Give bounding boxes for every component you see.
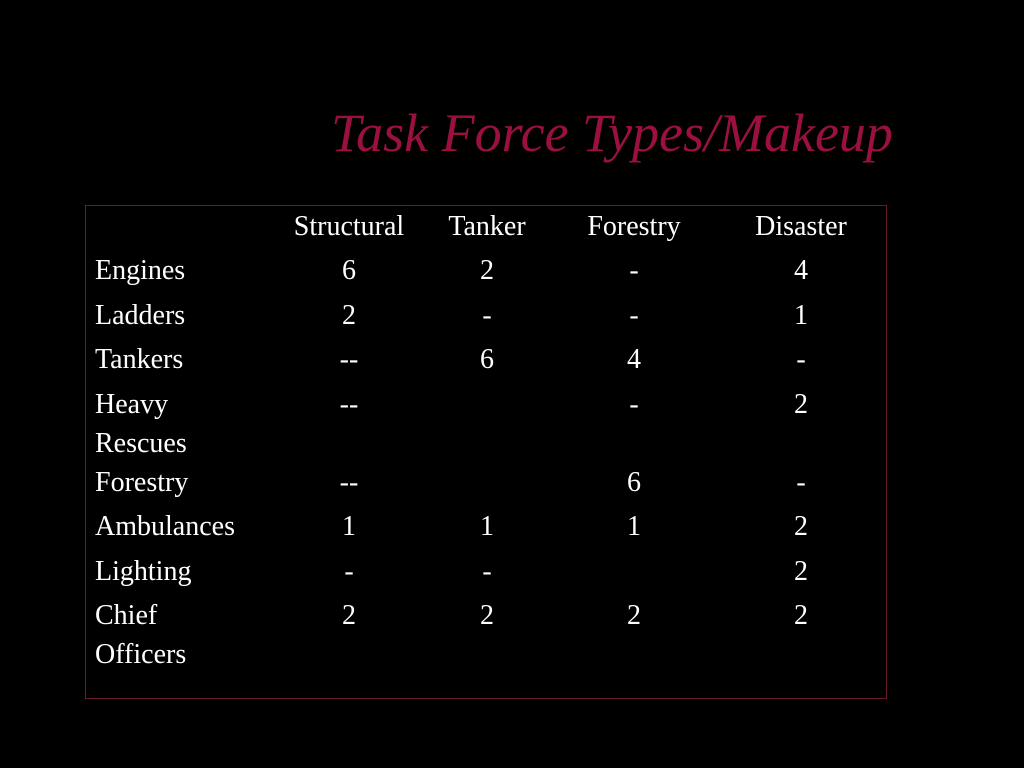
table-cell: 1 — [342, 511, 356, 542]
table-cell: 2 — [480, 600, 494, 631]
column-header: Forestry — [587, 211, 681, 242]
table-row: Forestry -- 6 - — [0, 463, 1024, 502]
table-cell: 2 — [342, 600, 356, 631]
column-header: Structural — [293, 211, 405, 242]
table-cell: 1 — [627, 511, 641, 542]
row-label: Engines — [95, 255, 186, 286]
table-cell: 2 — [627, 600, 641, 631]
table-cell: 2 — [480, 255, 494, 286]
table-row: Chief Officers 2 2 2 2 — [0, 596, 1024, 670]
table-cell: - — [344, 556, 354, 587]
table-cell: 4 — [794, 255, 808, 286]
column-header: Disaster — [755, 211, 847, 242]
row-label: Tankers — [95, 344, 184, 375]
table-cell: 2 — [794, 600, 808, 631]
row-label: Ambulances — [95, 511, 235, 542]
row-label: Chief Officers — [95, 600, 187, 670]
table-cell: 2 — [342, 300, 356, 331]
table-row: Ladders 2 - - 1 — [0, 296, 1024, 335]
table-cell: - — [482, 300, 492, 331]
table-cell: -- — [339, 389, 359, 420]
table-cell: 6 — [480, 344, 494, 375]
table-cell: - — [629, 255, 639, 286]
table-cell: 1 — [480, 511, 494, 542]
table-border — [85, 205, 887, 699]
table-cell: - — [482, 556, 492, 587]
table-cell: 6 — [627, 467, 641, 498]
row-label: Ladders — [95, 300, 186, 331]
column-header: Tanker — [448, 211, 526, 242]
row-label: Forestry — [95, 467, 189, 498]
table-cell: -- — [339, 467, 359, 498]
table-row: Tankers -- 6 4 - — [0, 340, 1024, 379]
table-row: Engines 6 2 - 4 — [0, 251, 1024, 290]
table-cell: 2 — [794, 556, 808, 587]
table-cell: - — [629, 300, 639, 331]
slide-title: Task Force Types/Makeup — [331, 103, 893, 163]
table-cell: 1 — [794, 300, 808, 331]
table-cell: - — [796, 344, 806, 375]
row-label: Heavy Rescues — [95, 389, 187, 459]
row-label: Lighting — [95, 556, 192, 587]
table-row: Heavy Rescues -- -2 — [0, 385, 1024, 459]
table-cell: 2 — [794, 389, 808, 420]
table-cell: -- — [339, 344, 359, 375]
table-header-row: Structural Tanker Forestry Disaster — [0, 207, 1024, 246]
table-cell: 6 — [342, 255, 356, 286]
table-cell: 4 — [627, 344, 641, 375]
table-row: Ambulances 1 1 1 2 — [0, 507, 1024, 546]
table-cell: - — [796, 467, 806, 498]
table-cell: - — [629, 389, 639, 420]
table-cell: 2 — [794, 511, 808, 542]
table-row: Lighting - - 2 — [0, 552, 1024, 591]
